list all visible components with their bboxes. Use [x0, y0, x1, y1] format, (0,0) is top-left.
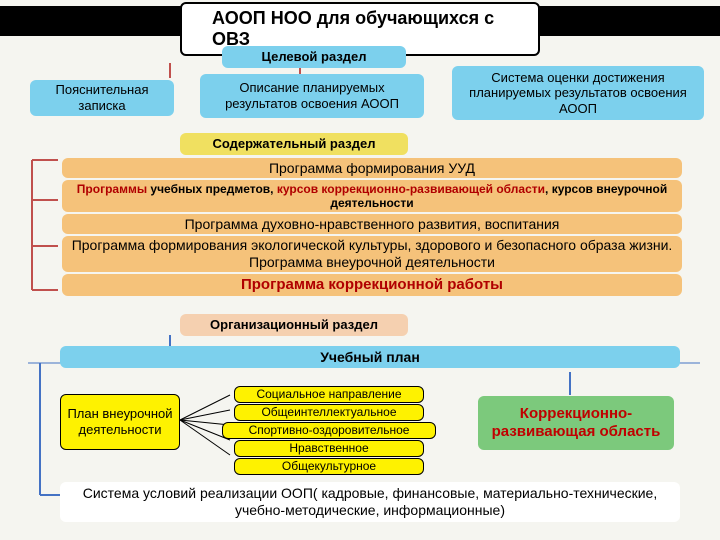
dir-0: Социальное направление: [234, 386, 424, 403]
section2-row3: Программа духовно-нравственного развития…: [62, 214, 682, 234]
section2-header: Содержательный раздел: [180, 133, 408, 155]
section3-study: Учебный план: [60, 346, 680, 368]
section1-left: Пояснительная записка: [30, 80, 174, 116]
dir-2: Спортивно-оздоровительное: [222, 422, 436, 439]
section3-header: Организационный раздел: [180, 314, 408, 336]
s2r2-a: Программы: [77, 182, 151, 196]
section1-right: Система оценки достижения планируемых ре…: [452, 66, 704, 120]
section3-corr: Коррекционно-развивающая область: [478, 396, 674, 450]
section1-header: Целевой раздел: [222, 46, 406, 68]
s2r2-c: курсов коррекционно-развивающей области: [277, 182, 545, 196]
section2-row5: Программа коррекционной работы: [62, 274, 682, 296]
dir-1: Общеинтеллектуальное: [234, 404, 424, 421]
section1-mid: Описание планируемых результатов освоени…: [200, 74, 424, 118]
section3-plan: План внеурочной деятельности: [60, 394, 180, 450]
dir-4: Общекультурное: [234, 458, 424, 475]
section3-bottom: Система условий реализации ООП( кадровые…: [60, 482, 680, 522]
section2-row2: Программы учебных предметов, курсов корр…: [62, 180, 682, 212]
section2-row4: Программа формирования экологической кул…: [62, 236, 682, 272]
section2-row1: Программа формирования УУД: [62, 158, 682, 178]
s2r2-b: учебных предметов,: [150, 182, 276, 196]
dir-3: Нравственное: [234, 440, 424, 457]
